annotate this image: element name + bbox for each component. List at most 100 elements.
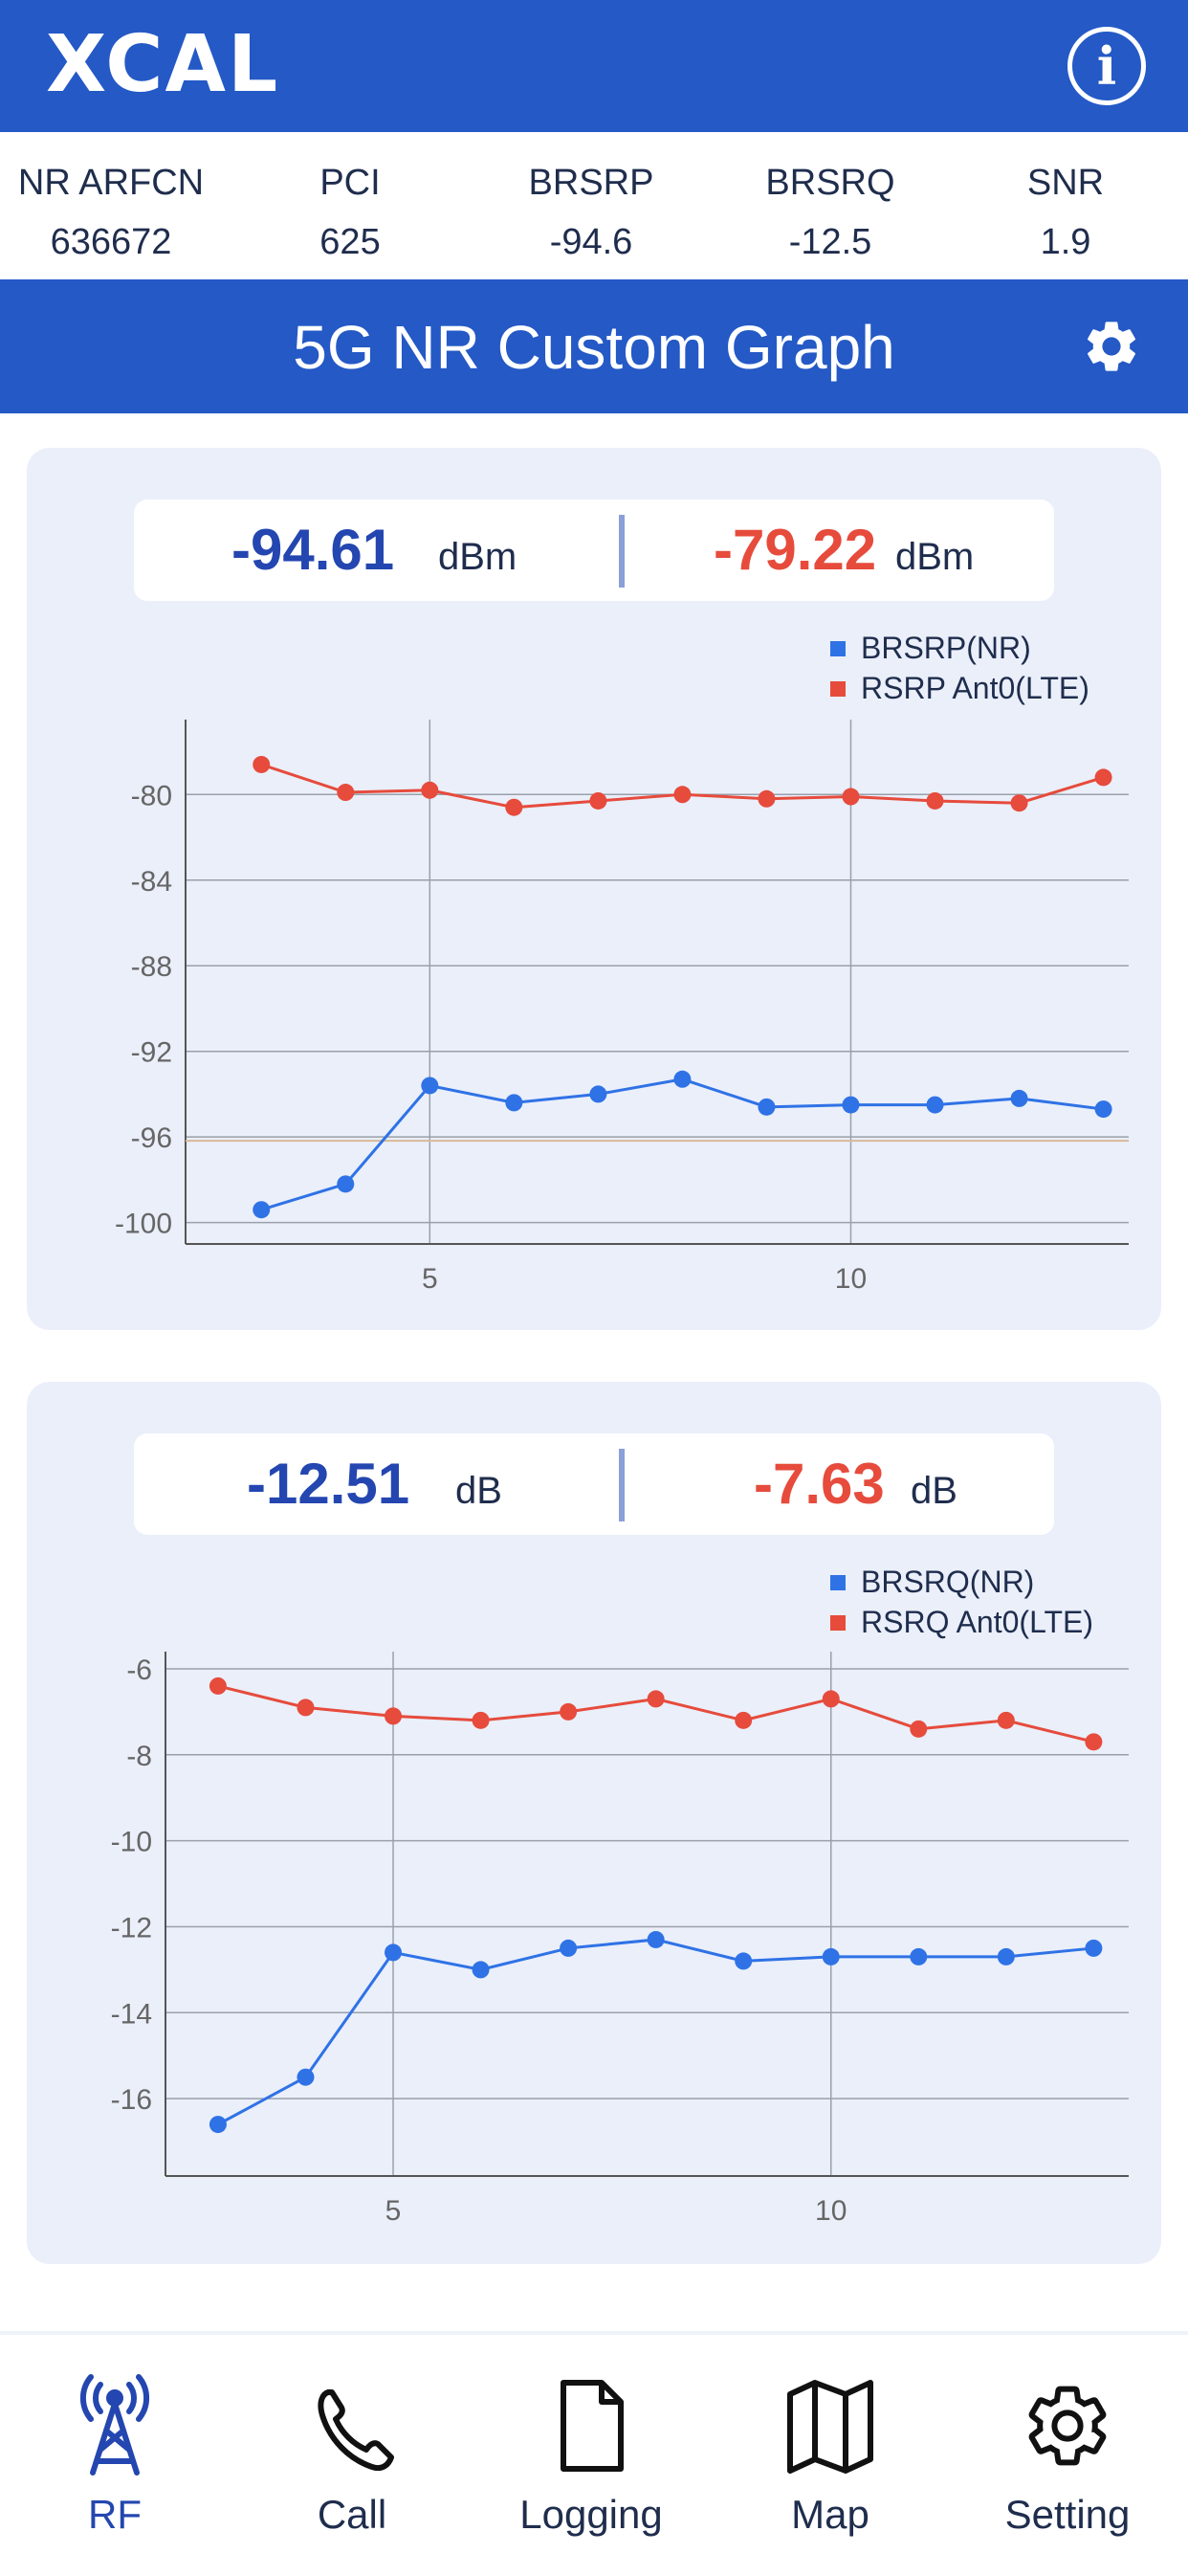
data-point [997, 1947, 1015, 1965]
legend-item-nr: BRSRP(NR) [830, 628, 1089, 668]
data-point [647, 1930, 665, 1948]
y-tick-label: -16 [111, 2084, 152, 2116]
data-point [589, 1085, 607, 1103]
series-line [217, 1938, 1094, 2126]
gear-icon[interactable] [1081, 316, 1142, 377]
y-tick-label: -96 [131, 1122, 172, 1154]
y-tick-label: -10 [111, 1827, 152, 1858]
nr-rsrp-value: -94.61 [231, 518, 395, 582]
x-tick-label: 10 [815, 2195, 847, 2227]
data-point [1085, 1733, 1103, 1751]
data-point [926, 1096, 944, 1114]
legend-label: BRSRQ(NR) [861, 1565, 1035, 1599]
data-point [472, 1961, 490, 1979]
y-tick-label: -88 [131, 951, 172, 983]
stat-value: 636672 [50, 222, 172, 262]
app-logo: XCAL [46, 19, 280, 110]
phone-icon [318, 2389, 394, 2471]
nav-label: Setting [1004, 2492, 1131, 2537]
stat-label: BRSRQ [765, 163, 895, 203]
data-point [673, 786, 692, 804]
series-line [260, 1077, 1104, 1211]
stat-value: 625 [319, 222, 381, 262]
data-point [910, 1720, 928, 1738]
data-point [1094, 1100, 1112, 1119]
stat-brsrp: BRSRP -94.6 [476, 161, 706, 264]
data-point [758, 789, 776, 808]
data-point [385, 1943, 403, 1962]
lte-rsrp-value: -79.22 [714, 518, 877, 582]
gear-icon [1028, 2386, 1107, 2466]
data-point [385, 1707, 403, 1725]
nr-rsrq-unit: dB [455, 1470, 502, 1512]
nav-label: RF [88, 2492, 142, 2537]
data-point [209, 2116, 227, 2134]
y-tick-label: -12 [111, 1912, 152, 1943]
stat-value: -94.6 [549, 222, 633, 262]
data-point [560, 1702, 578, 1721]
info-icon[interactable]: i [1067, 27, 1146, 105]
lte-rsrq-unit: dB [911, 1470, 957, 1512]
legend-label: RSRP Ant0(LTE) [861, 671, 1089, 705]
legend-swatch [830, 681, 846, 697]
stat-label: BRSRP [528, 163, 654, 203]
brsrp-line-chart: -80 -84 -88 -92 -96 -100 5 10 [115, 720, 1129, 1295]
stats-row: NR ARFCN 636672 PCI 625 BRSRP -94.6 BRSR… [0, 132, 1188, 279]
y-tick-label: -6 [126, 1654, 152, 1686]
lte-rsrq-value: -7.63 [754, 1452, 885, 1516]
chart-legend: BRSRQ(NR) RSRQ Ant0(LTE) [830, 1562, 1093, 1642]
chart-legend: BRSRP(NR) RSRP Ant0(LTE) [830, 628, 1089, 708]
y-tick-label: -84 [131, 866, 172, 898]
stat-nr-arfcn: NR ARFCN 636672 [0, 161, 226, 264]
data-point [926, 791, 944, 810]
legend-swatch [830, 1575, 846, 1590]
data-point [209, 1677, 227, 1695]
data-point [822, 1947, 840, 1965]
graph-title-bar: 5G NR Custom Graph [0, 279, 1188, 413]
nav-label: Call [317, 2492, 387, 2537]
data-point [297, 2068, 315, 2086]
nav-item-logging[interactable]: Logging [495, 2373, 687, 2538]
data-point [337, 1175, 355, 1193]
data-point [997, 1711, 1015, 1729]
y-tick-label: -8 [126, 1741, 152, 1772]
data-point [647, 1690, 665, 1708]
brsrq-chart-card: -12.51 dB -7.63 dB BRSRQ(NR) RSRQ Ant0(L… [27, 1382, 1161, 2264]
rsrp-readout: -94.61 dBm -79.22 dBm [134, 500, 1054, 601]
document-icon [561, 2380, 624, 2472]
data-point [253, 755, 271, 773]
y-tick-label: -92 [131, 1037, 172, 1069]
y-tick-label: -80 [131, 780, 172, 811]
data-point [472, 1711, 490, 1729]
data-point [505, 798, 523, 816]
nav-label: Logging [519, 2492, 663, 2537]
legend-swatch [830, 1615, 846, 1631]
nr-rsrp-unit: dBm [438, 536, 517, 578]
rsrq-readout: -12.51 dB -7.63 dB [134, 1433, 1054, 1535]
stat-pci: PCI 625 [235, 161, 465, 264]
data-point [421, 1077, 439, 1095]
data-point [297, 1699, 315, 1717]
legend-swatch [830, 641, 846, 656]
legend-label: BRSRP(NR) [861, 631, 1031, 665]
data-point [337, 784, 355, 802]
nav-item-rf[interactable]: RF [19, 2373, 210, 2538]
data-point [1010, 1089, 1028, 1107]
data-point [822, 1690, 840, 1708]
data-point [735, 1711, 753, 1729]
brsrp-chart-card: -94.61 dBm -79.22 dBm BRSRP(NR) RSRP Ant… [27, 448, 1161, 1330]
nr-rsrq-value: -12.51 [247, 1452, 410, 1516]
map-icon [787, 2380, 873, 2474]
nav-item-map[interactable]: Map [735, 2373, 926, 2538]
data-point [673, 1070, 692, 1088]
stat-brsrq: BRSRQ -12.5 [715, 161, 945, 264]
stat-label: SNR [1026, 163, 1105, 203]
data-point [842, 788, 860, 806]
data-point [589, 791, 607, 810]
stat-label: PCI [319, 163, 381, 203]
legend-label: RSRQ Ant0(LTE) [861, 1605, 1094, 1639]
nav-item-setting[interactable]: Setting [972, 2373, 1163, 2538]
nav-item-call[interactable]: Call [256, 2373, 448, 2538]
stat-label: NR ARFCN [17, 163, 205, 203]
x-tick-label: 5 [385, 2195, 402, 2227]
